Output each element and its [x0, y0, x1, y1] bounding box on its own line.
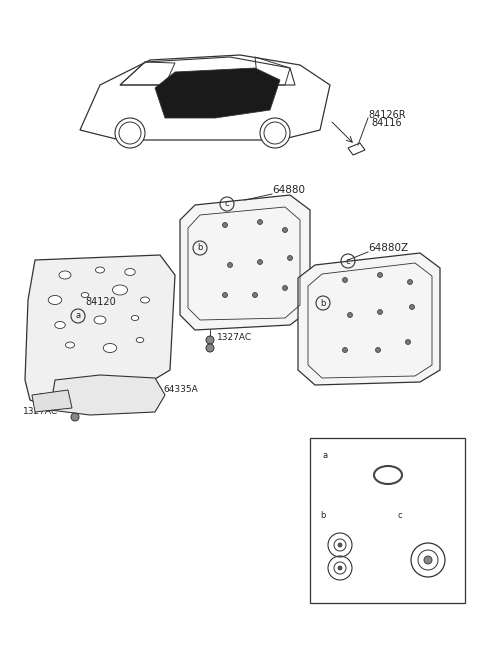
Circle shape [377, 310, 383, 315]
Ellipse shape [103, 344, 117, 353]
Circle shape [115, 118, 145, 148]
Circle shape [348, 312, 352, 317]
Bar [310, 438, 465, 603]
Text: a: a [75, 312, 81, 321]
Circle shape [409, 304, 415, 310]
Text: a: a [323, 450, 327, 459]
Polygon shape [32, 390, 72, 412]
Circle shape [375, 348, 381, 353]
Text: 1327AC: 1327AC [217, 333, 252, 342]
Text: b: b [320, 299, 326, 308]
Circle shape [252, 292, 257, 297]
Circle shape [223, 223, 228, 228]
Circle shape [228, 263, 232, 268]
Circle shape [343, 277, 348, 283]
Text: 84220U: 84220U [362, 541, 397, 550]
Circle shape [206, 344, 214, 352]
Text: c: c [225, 199, 229, 208]
Circle shape [343, 348, 348, 353]
Text: 84136: 84136 [415, 510, 448, 520]
Text: c: c [346, 257, 350, 266]
Ellipse shape [59, 271, 71, 279]
Ellipse shape [112, 285, 128, 295]
Circle shape [206, 336, 214, 344]
Ellipse shape [48, 295, 62, 304]
Ellipse shape [136, 337, 144, 342]
Ellipse shape [131, 315, 139, 321]
Circle shape [257, 259, 263, 264]
Text: b: b [197, 244, 203, 252]
Polygon shape [155, 68, 280, 118]
Text: 84126R: 84126R [368, 110, 406, 120]
Text: 1327AC: 1327AC [23, 408, 58, 417]
Text: 84147: 84147 [340, 450, 373, 460]
Circle shape [406, 339, 410, 344]
Circle shape [338, 566, 342, 570]
Polygon shape [50, 375, 165, 415]
Circle shape [71, 413, 79, 421]
Circle shape [223, 292, 228, 297]
Ellipse shape [94, 316, 106, 324]
Circle shape [338, 543, 342, 547]
Text: 64335A: 64335A [163, 386, 198, 395]
Text: 64880: 64880 [272, 185, 305, 195]
Ellipse shape [81, 292, 89, 297]
Text: 84219E: 84219E [362, 564, 396, 573]
Ellipse shape [96, 267, 105, 273]
Polygon shape [25, 255, 175, 410]
Circle shape [377, 272, 383, 277]
Ellipse shape [65, 342, 74, 348]
Text: 29140B: 29140B [38, 393, 70, 401]
Ellipse shape [125, 268, 135, 275]
Circle shape [424, 556, 432, 564]
Ellipse shape [55, 321, 65, 328]
Circle shape [408, 279, 412, 284]
Circle shape [257, 219, 263, 224]
Circle shape [260, 118, 290, 148]
Text: 84120: 84120 [85, 297, 116, 307]
Text: b: b [320, 510, 326, 519]
Text: 64880Z: 64880Z [368, 243, 408, 253]
Polygon shape [180, 195, 310, 330]
Ellipse shape [141, 297, 149, 303]
Polygon shape [298, 253, 440, 385]
Text: 84116: 84116 [371, 118, 402, 128]
Circle shape [288, 255, 292, 261]
Text: c: c [398, 510, 402, 519]
Circle shape [283, 286, 288, 290]
Circle shape [283, 228, 288, 232]
